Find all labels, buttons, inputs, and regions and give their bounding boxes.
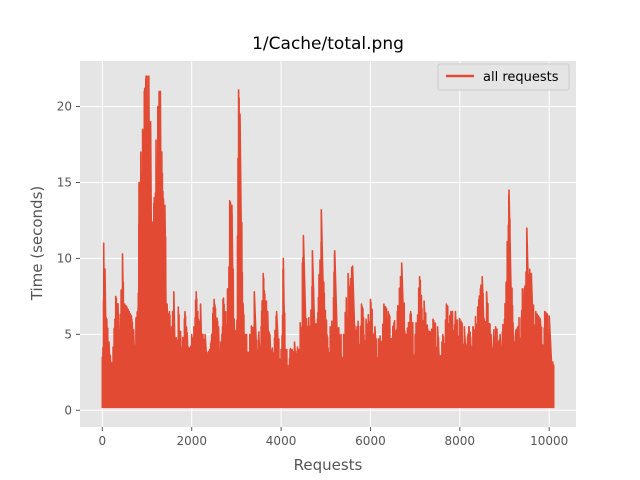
x-tick-label: 0	[99, 434, 107, 448]
chart-title: 1/Cache/total.png	[252, 34, 404, 54]
axis-ticks: 0 2000 4000 6000 8000 10000 0 5 10 15 20	[57, 100, 569, 448]
y-tick-label: 15	[57, 175, 72, 189]
y-tick-label: 0	[64, 403, 72, 417]
legend: all requests	[437, 63, 570, 91]
x-tick-label: 4000	[266, 434, 297, 448]
y-tick-label: 20	[57, 100, 72, 114]
x-tick-label: 10000	[530, 434, 568, 448]
legend-box	[437, 63, 570, 91]
legend-label-all-requests: all requests	[483, 70, 559, 85]
x-axis-label: Requests	[294, 456, 363, 474]
series-layer	[101, 75, 555, 409]
x-tick-label: 8000	[445, 434, 476, 448]
y-axis-label: Time (seconds)	[28, 186, 46, 302]
series-dense-band	[102, 364, 554, 408]
y-tick-label: 10	[57, 251, 72, 265]
y-tick-label: 5	[64, 327, 72, 341]
x-tick-label: 2000	[176, 434, 207, 448]
x-tick-label: 6000	[355, 434, 386, 448]
